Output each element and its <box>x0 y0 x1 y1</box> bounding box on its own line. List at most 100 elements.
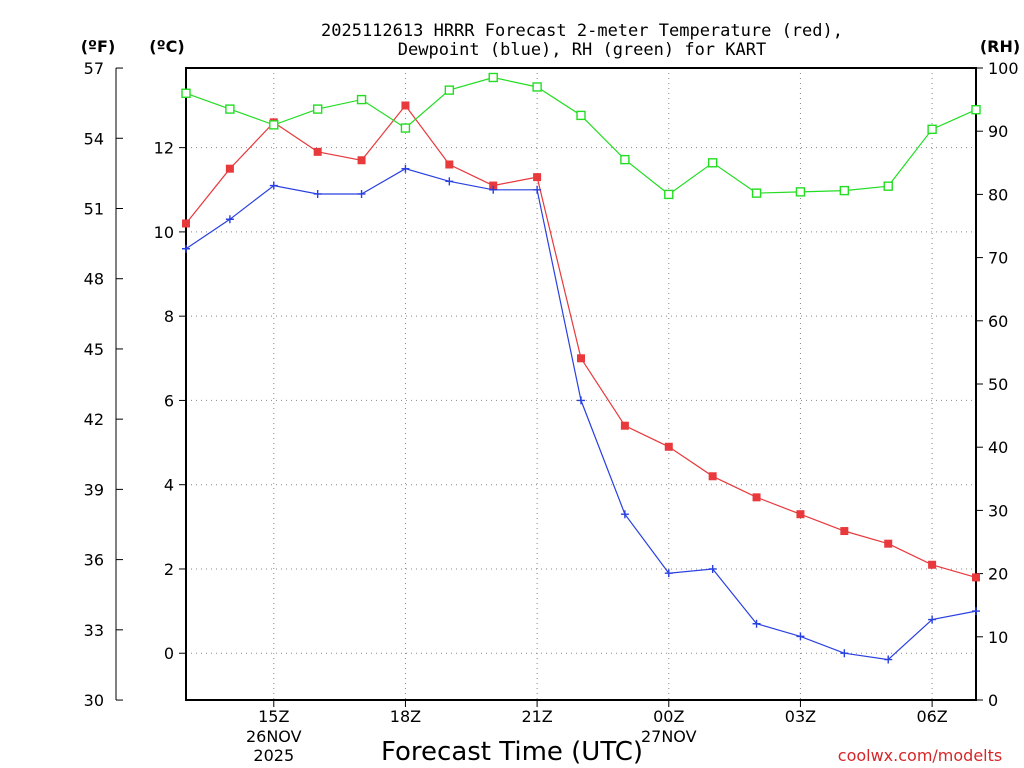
rh-point <box>751 188 762 198</box>
rh-point <box>488 72 498 83</box>
celsius-tick-label: 10 <box>154 223 174 242</box>
dewpoint-point <box>577 396 585 405</box>
celsius-tick-label: 4 <box>164 476 174 495</box>
temperature-point <box>840 527 849 536</box>
dewpoint-point <box>401 164 410 173</box>
plot-frame <box>185 67 977 701</box>
x-tick-date-label: 27NOV <box>641 727 697 746</box>
temperature-point <box>664 442 673 451</box>
rh-tick-label: 60 <box>988 312 1008 331</box>
fahrenheit-tick-label: 33 <box>84 621 104 640</box>
dewpoint-point <box>928 615 937 624</box>
rh-tick-label: 0 <box>988 691 998 710</box>
temperature-point <box>796 510 805 519</box>
rh-unit-label: (RH) <box>980 37 1020 56</box>
dewpoint-point <box>357 189 366 198</box>
dewpoint-point <box>269 181 278 190</box>
temperature-point <box>928 560 937 569</box>
celsius-unit-label: (ºC) <box>149 37 184 56</box>
series-layer <box>181 72 981 664</box>
rh-tick-label: 80 <box>988 185 1008 204</box>
rh-point <box>356 94 367 105</box>
rh-point <box>269 120 279 130</box>
fahrenheit-tick-label: 54 <box>84 129 104 148</box>
temperature-point <box>752 493 761 502</box>
dewpoint-point <box>752 619 761 628</box>
temperature-line <box>185 104 977 578</box>
dewpoint-point <box>533 185 542 194</box>
dewpoint-point <box>972 607 980 616</box>
celsius-tick-label: 8 <box>164 307 174 326</box>
rh-tick-label: 20 <box>988 565 1008 584</box>
rh-tick-label: 30 <box>988 501 1008 520</box>
rh-line <box>185 76 977 196</box>
temperature-point <box>182 219 190 228</box>
rh-point <box>883 181 893 191</box>
celsius-tick-label: 12 <box>154 139 174 158</box>
rh-tick-label: 70 <box>988 249 1008 268</box>
rh-tick-label: 40 <box>988 438 1008 457</box>
temperature-point <box>620 421 629 430</box>
credit-text: coolwx.com/modelts <box>838 746 1002 765</box>
rh-tick-label: 10 <box>988 628 1008 647</box>
temperature-point <box>357 156 366 165</box>
rh-point <box>707 158 718 168</box>
temperature-point <box>489 181 498 190</box>
x-tick-date-label: 26NOV <box>246 727 302 746</box>
x-tick-label: 06Z <box>916 707 947 726</box>
fahrenheit-tick-label: 45 <box>84 340 104 359</box>
temperature-point <box>313 147 322 156</box>
dewpoint-point <box>796 632 805 641</box>
x-tick-label: 21Z <box>521 707 552 726</box>
rh-point <box>400 123 411 133</box>
celsius-tick-label: 2 <box>164 560 174 579</box>
rh-point <box>971 105 981 115</box>
rh-tick-label: 50 <box>988 375 1008 394</box>
dewpoint-point <box>182 244 190 253</box>
temperature-point <box>884 539 893 548</box>
fahrenheit-tick-label: 30 <box>84 691 104 710</box>
rh-point <box>795 187 806 197</box>
rh-point <box>444 85 455 95</box>
x-tick-label: 18Z <box>390 707 421 726</box>
dewpoint-point <box>313 189 322 198</box>
x-tick-label: 15Z <box>258 707 289 726</box>
rh-point <box>225 104 235 114</box>
dewpoint-point <box>884 655 893 664</box>
dewpoint-point <box>445 177 454 186</box>
chart-title-line-2: Dewpoint (blue), RH (green) for KART <box>398 40 766 60</box>
temperature-point <box>972 573 980 582</box>
rh-point <box>664 189 674 200</box>
rh-point <box>576 110 586 121</box>
temperature-point <box>708 472 717 481</box>
temperature-point <box>401 101 410 110</box>
fahrenheit-tick-label: 57 <box>84 59 104 78</box>
series-group <box>181 72 981 664</box>
rh-point <box>181 88 191 98</box>
dewpoint-point <box>840 649 849 658</box>
rh-point <box>312 104 323 114</box>
x-tick-label: 00Z <box>653 707 684 726</box>
temperature-point <box>577 354 585 363</box>
dewpoint-point <box>489 185 498 194</box>
dewpoint-line <box>185 168 977 661</box>
temperature-point <box>225 164 234 173</box>
dewpoint-point <box>664 569 673 578</box>
chart-title-line-1: 2025112613 HRRR Forecast 2-meter Tempera… <box>321 21 843 41</box>
celsius-tick-label: 0 <box>164 644 174 663</box>
grid-lines <box>186 68 976 700</box>
rh-point <box>620 154 630 165</box>
dewpoint-point <box>620 510 629 519</box>
x-axis-label: Forecast Time (UTC) <box>381 737 643 767</box>
x-tick-year-label: 2025 <box>253 746 294 765</box>
rh-point <box>839 185 850 196</box>
rh-point <box>927 124 937 135</box>
rh-tick-label: 100 <box>988 59 1019 78</box>
celsius-tick-label: 6 <box>164 391 174 410</box>
fahrenheit-unit-label: (ºF) <box>81 37 116 56</box>
rh-point <box>532 82 542 92</box>
x-tick-label: 03Z <box>785 707 816 726</box>
rh-tick-label: 90 <box>988 122 1008 141</box>
